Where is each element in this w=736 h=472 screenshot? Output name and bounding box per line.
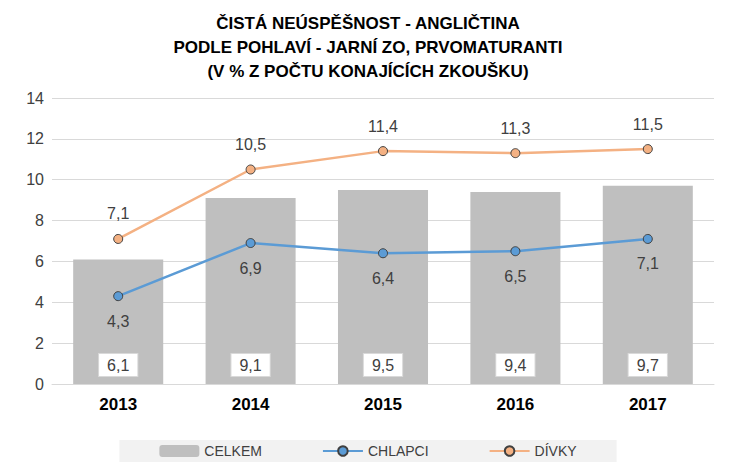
svg-text:DÍVKY: DÍVKY bbox=[535, 443, 578, 459]
svg-text:9,5: 9,5 bbox=[372, 357, 394, 374]
svg-text:2015: 2015 bbox=[364, 395, 402, 414]
svg-text:11,3: 11,3 bbox=[500, 120, 530, 137]
svg-text:6: 6 bbox=[35, 253, 44, 270]
svg-text:7,1: 7,1 bbox=[637, 255, 659, 272]
svg-text:8: 8 bbox=[35, 212, 44, 229]
svg-text:0: 0 bbox=[35, 376, 44, 393]
svg-text:2: 2 bbox=[35, 335, 44, 352]
svg-text:6,9: 6,9 bbox=[239, 260, 261, 277]
svg-text:(V % Z POČTU KONAJÍCÍCH ZKOUŠK: (V % Z POČTU KONAJÍCÍCH ZKOUŠKU) bbox=[207, 62, 528, 81]
svg-text:11,5: 11,5 bbox=[633, 116, 663, 133]
svg-text:10: 10 bbox=[26, 171, 44, 188]
svg-text:9,1: 9,1 bbox=[239, 357, 261, 374]
svg-text:ČISTÁ NEÚSPĚŠNOST - ANGLIČTINA: ČISTÁ NEÚSPĚŠNOST - ANGLIČTINA bbox=[216, 14, 520, 33]
svg-text:CHLAPCI: CHLAPCI bbox=[368, 443, 429, 459]
svg-text:PODLE POHLAVÍ - JARNÍ ZO, PRVO: PODLE POHLAVÍ - JARNÍ ZO, PRVOMATURANTI bbox=[173, 38, 562, 57]
svg-text:4: 4 bbox=[35, 294, 44, 311]
svg-text:6,1: 6,1 bbox=[107, 357, 129, 374]
svg-text:9,4: 9,4 bbox=[504, 357, 526, 374]
svg-text:2017: 2017 bbox=[629, 395, 667, 414]
svg-text:11,4: 11,4 bbox=[368, 118, 398, 135]
svg-text:6,5: 6,5 bbox=[504, 268, 526, 285]
svg-text:2013: 2013 bbox=[99, 395, 137, 414]
svg-text:2016: 2016 bbox=[496, 395, 534, 414]
svg-text:7,1: 7,1 bbox=[107, 205, 129, 222]
svg-text:10,5: 10,5 bbox=[235, 136, 266, 153]
svg-text:2014: 2014 bbox=[232, 395, 270, 414]
svg-text:6,4: 6,4 bbox=[372, 270, 394, 287]
svg-text:9,7: 9,7 bbox=[637, 357, 659, 374]
svg-text:12: 12 bbox=[26, 130, 44, 147]
svg-text:4,3: 4,3 bbox=[107, 313, 129, 330]
svg-text:14: 14 bbox=[26, 90, 44, 107]
svg-text:CELKEM: CELKEM bbox=[204, 443, 262, 459]
